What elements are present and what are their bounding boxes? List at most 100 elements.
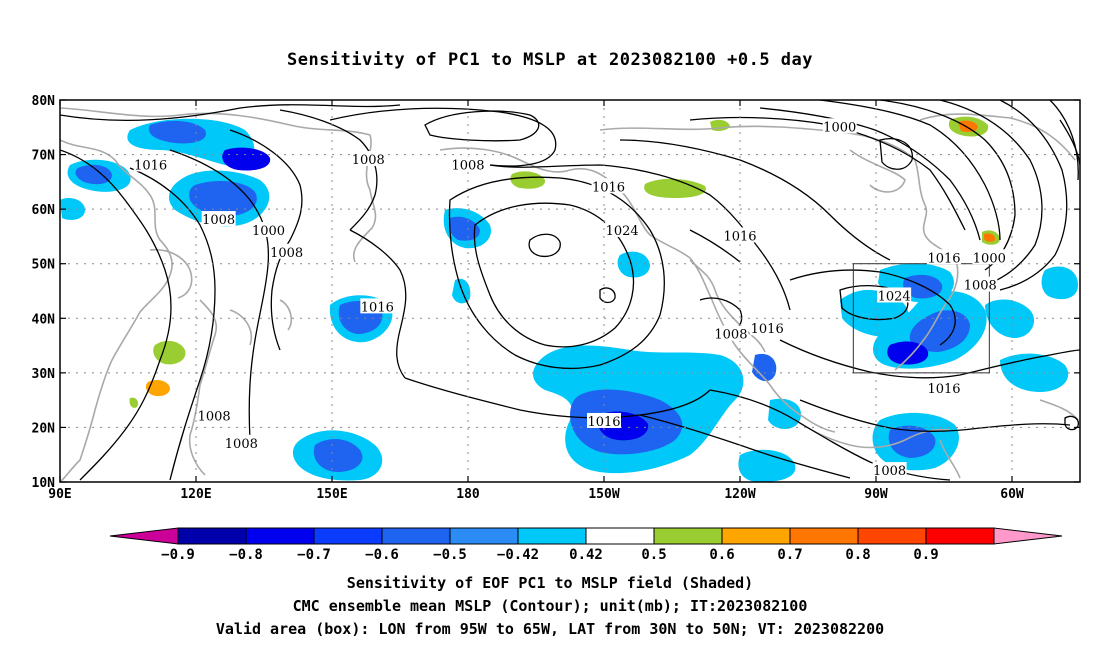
contour-label: 1008 bbox=[225, 437, 258, 452]
valid-area-box bbox=[852, 263, 990, 374]
contour-label: 1016 bbox=[134, 158, 167, 173]
mslp-contours bbox=[60, 100, 1080, 481]
latitude-labels: 80N 70N 60N 50N 40N 30N 20N 10N bbox=[32, 94, 56, 491]
longitude-label: 180 bbox=[456, 487, 480, 502]
latitude-label: 30N bbox=[32, 367, 56, 382]
colorbar-label: 0.5 bbox=[641, 547, 666, 563]
contour-label-bg bbox=[927, 249, 961, 265]
colorbar-max-arrow bbox=[993, 527, 1063, 545]
contour-label-bg bbox=[723, 227, 757, 243]
contour-label-bg bbox=[713, 325, 748, 341]
colorbar-legend bbox=[109, 527, 1063, 545]
contour-label-bg bbox=[872, 462, 907, 478]
contour-label-bg bbox=[351, 151, 386, 167]
longitude-label: 150W bbox=[588, 487, 619, 502]
contour-label: 1008 bbox=[964, 279, 997, 294]
contour-label-bg bbox=[197, 407, 232, 423]
colorbar-label: −0.9 bbox=[161, 547, 195, 563]
colorbar-segment bbox=[925, 527, 995, 545]
colorbar-label: 0.6 bbox=[709, 547, 734, 563]
contour-label-bg bbox=[877, 287, 912, 303]
colorbar-labels: −0.9 −0.8 −0.7 −0.6 −0.5 −0.42 0.42 0.5 0.6 0.7 0.… bbox=[161, 547, 939, 563]
colorbar-label: 0.8 bbox=[845, 547, 870, 563]
colorbar-segment bbox=[381, 527, 451, 545]
contour-label: 1000 bbox=[823, 120, 856, 135]
contour-label: 1008 bbox=[352, 153, 385, 168]
contour-label-bg bbox=[587, 412, 621, 428]
colorbar-label: −0.7 bbox=[297, 547, 331, 563]
contour-label-bg bbox=[927, 380, 961, 396]
contour-label-bg bbox=[963, 276, 998, 292]
colorbar-segment bbox=[789, 527, 859, 545]
contour-label-bg bbox=[269, 243, 304, 259]
longitude-label: 120E bbox=[180, 487, 211, 502]
contour-label: 1016 bbox=[751, 322, 784, 337]
longitude-label: 120W bbox=[724, 487, 755, 502]
contour-label: 1008 bbox=[714, 328, 747, 343]
latitude-label: 10N bbox=[32, 476, 56, 491]
contour-label: 1016 bbox=[723, 229, 756, 244]
latitude-label: 50N bbox=[32, 258, 56, 273]
contour-label-bg bbox=[360, 298, 395, 314]
colorbar-segment bbox=[245, 527, 315, 545]
latitude-label: 70N bbox=[32, 149, 56, 164]
colorbar-label: −0.5 bbox=[433, 547, 467, 563]
contour-label: 1016 bbox=[927, 382, 960, 397]
contour-label: 1000 bbox=[973, 251, 1006, 266]
colorbar-segment bbox=[517, 527, 587, 545]
contour-label: 1008 bbox=[202, 213, 235, 228]
contour-label-bg bbox=[605, 221, 640, 237]
footer-line-valid-area: Valid area (box): LON from 95W to 65W, L… bbox=[215, 620, 885, 638]
colorbar-label: −0.42 bbox=[497, 547, 539, 563]
latitude-label: 60N bbox=[32, 203, 56, 218]
contour-label: 1016 bbox=[592, 180, 625, 195]
contour-label-bg bbox=[591, 178, 626, 194]
latitude-label: 40N bbox=[32, 312, 56, 327]
longitude-label: 90E bbox=[48, 487, 71, 502]
map-frame bbox=[59, 99, 1081, 483]
contour-label: 1008 bbox=[198, 410, 231, 425]
colorbar-segment bbox=[857, 527, 927, 545]
colorbar-label: −0.6 bbox=[365, 547, 399, 563]
longitude-label: 150E bbox=[316, 487, 347, 502]
contour-label-bg bbox=[972, 249, 1007, 265]
contour-label-bg bbox=[224, 434, 259, 450]
longitude-labels: 90E 120E 150E 180 150W 120W 90W 60W bbox=[48, 487, 1024, 502]
contour-labels: 1016 1008 1000 1008 1008 1008 1016 1016 1024 1016… bbox=[133, 118, 1007, 479]
footer-line-contour: CMC ensemble mean MSLP (Contour); unit(m… bbox=[292, 597, 808, 615]
colorbar-segment bbox=[585, 527, 655, 545]
latitude-label: 80N bbox=[32, 94, 56, 109]
colorbar-segment bbox=[449, 527, 519, 545]
contour-label-bg bbox=[251, 221, 286, 237]
colorbar-min-arrow bbox=[109, 527, 179, 545]
contour-label: 1000 bbox=[252, 224, 285, 239]
longitude-label: 60W bbox=[1000, 487, 1024, 502]
axis-ticks bbox=[59, 99, 1080, 483]
colorbar-label: −0.8 bbox=[229, 547, 263, 563]
contour-label-bg bbox=[822, 118, 857, 134]
strongest-negative-sensitivity-areas bbox=[222, 147, 929, 441]
footer-line-shading: Sensitivity of EOF PC1 to MSLP field (Sh… bbox=[346, 574, 754, 592]
contour-label: 1024 bbox=[606, 224, 639, 239]
contour-label: 1008 bbox=[270, 246, 303, 261]
colorbar-label: 0.42 bbox=[569, 547, 603, 563]
latitude-label: 20N bbox=[32, 421, 56, 436]
contour-label: 1016 bbox=[361, 300, 394, 315]
colorbar-segment bbox=[721, 527, 791, 545]
colorbar-label: 0.9 bbox=[913, 547, 938, 563]
contour-label-bg bbox=[451, 156, 485, 172]
contour-label-bg bbox=[201, 211, 236, 227]
colorbar-segment bbox=[177, 527, 247, 545]
longitude-label: 90W bbox=[864, 487, 888, 502]
chart-title: Sensitivity of PC1 to MSLP at 2023082100… bbox=[286, 50, 813, 70]
contour-label: 1016 bbox=[587, 415, 620, 430]
colorbar-segment bbox=[653, 527, 723, 545]
colorbar-label: 0.7 bbox=[777, 547, 802, 563]
contour-label: 1008 bbox=[873, 464, 906, 479]
contour-label: 1024 bbox=[878, 289, 911, 304]
contour-label-bg bbox=[133, 156, 168, 172]
positive-sensitivity-areas bbox=[129, 116, 1000, 408]
contour-label: 1016 bbox=[927, 251, 960, 266]
colorbar-segment bbox=[313, 527, 383, 545]
